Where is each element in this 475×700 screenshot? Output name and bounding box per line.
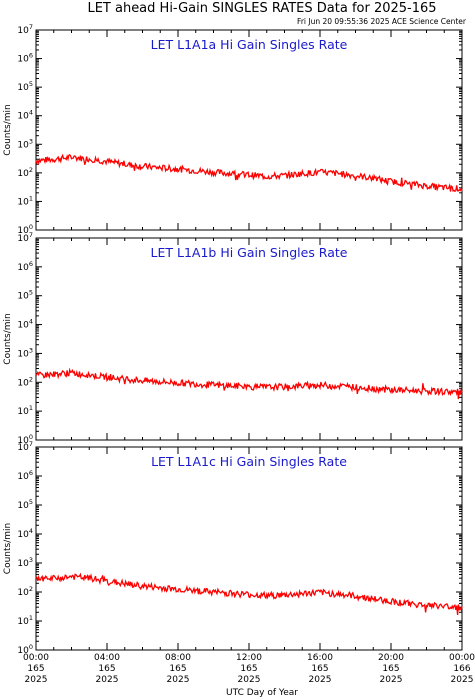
x-tick-label-day: 165 (382, 664, 399, 674)
timestamp-label: Fri Jun 20 09:55:36 2025 ACE Science Cen… (297, 17, 467, 26)
y-axis-label: Counts/min (3, 313, 13, 364)
x-tick-label-day: 166 (453, 664, 470, 674)
y-tick-label: 105 (17, 289, 33, 302)
x-tick-label-year: 2025 (451, 675, 474, 685)
x-tick-label-day: 165 (169, 664, 186, 674)
x-tick-label-time: 16:00 (307, 653, 333, 663)
y-tick-label: 106 (17, 469, 33, 482)
x-tick-label-day: 165 (240, 664, 257, 674)
y-axis-label: Counts/min (3, 523, 13, 574)
y-tick-label: 103 (17, 346, 33, 359)
y-tick-label: 106 (17, 260, 33, 273)
panel-1: 100 101 102 103 104 105 106 107 LET L1A1a Hi Gai… (3, 23, 463, 236)
y-tick-label: 100 (17, 643, 33, 656)
y-tick-label: 100 (17, 433, 33, 446)
x-tick-label-year: 2025 (25, 675, 48, 685)
panel-title: LET L1A1b Hi Gain Singles Rate (151, 245, 348, 260)
plot-frame (35, 29, 463, 231)
x-axis-label: UTC Day of Year (226, 688, 298, 698)
y-tick-label: 107 (17, 440, 33, 453)
x-tick-label-time: 04:00 (94, 653, 120, 663)
y-tick-label: 102 (17, 585, 33, 598)
y-tick-label: 107 (17, 23, 33, 36)
panel-3: 100 101 102 103 104 105 106 107 LET L1A1c Hi Gai… (3, 440, 463, 656)
x-tick-label-year: 2025 (380, 675, 403, 685)
y-tick-label: 102 (17, 166, 33, 179)
x-tick-label-day: 165 (311, 664, 328, 674)
y-tick-label: 104 (17, 109, 33, 122)
chart-panels: 100 101 102 103 104 105 106 107 LET L1A1a Hi Gai… (3, 23, 463, 656)
y-tick-label: 106 (17, 52, 33, 65)
series-line (35, 367, 463, 400)
y-tick-label: 103 (17, 556, 33, 569)
panel-2: 100 101 102 103 104 105 106 107 LET L1A1b Hi Gai… (3, 231, 463, 446)
x-tick-label-year: 2025 (167, 675, 190, 685)
y-tick-label: 107 (17, 231, 33, 244)
plot-frame (35, 446, 463, 651)
y-tick-label: 104 (17, 527, 33, 540)
x-axis: 00:00165202504:00165202508:00165202512:0… (23, 653, 475, 685)
x-tick-label-time: 12:00 (236, 653, 262, 663)
plot-frame (35, 237, 463, 441)
panel-title: LET L1A1a Hi Gain Singles Rate (151, 37, 348, 52)
y-tick-label: 104 (17, 318, 33, 331)
y-tick-label: 101 (17, 404, 33, 417)
series-line (35, 572, 463, 615)
y-tick-label: 105 (17, 80, 33, 93)
series-line (35, 153, 463, 193)
x-tick-label-day: 165 (98, 664, 115, 674)
y-tick-label: 100 (17, 223, 33, 236)
x-tick-label-day: 165 (27, 664, 44, 674)
y-tick-label: 102 (17, 375, 33, 388)
x-tick-label-time: 00:00 (23, 653, 49, 663)
panel-title: LET L1A1c Hi Gain Singles Rate (151, 454, 347, 469)
y-tick-label: 101 (17, 614, 33, 627)
x-tick-label-year: 2025 (96, 675, 119, 685)
y-axis-label: Counts/min (3, 104, 13, 155)
y-tick-label: 103 (17, 137, 33, 150)
x-tick-label-year: 2025 (309, 675, 332, 685)
x-tick-label-time: 00:00 (449, 653, 475, 663)
x-tick-label-year: 2025 (238, 675, 261, 685)
y-tick-label: 101 (17, 194, 33, 207)
x-tick-label-time: 08:00 (165, 653, 191, 663)
x-tick-label-time: 20:00 (378, 653, 404, 663)
y-tick-label: 105 (17, 498, 33, 511)
chart-main-title: LET ahead Hi-Gain SINGLES RATES Data for… (87, 1, 436, 16)
